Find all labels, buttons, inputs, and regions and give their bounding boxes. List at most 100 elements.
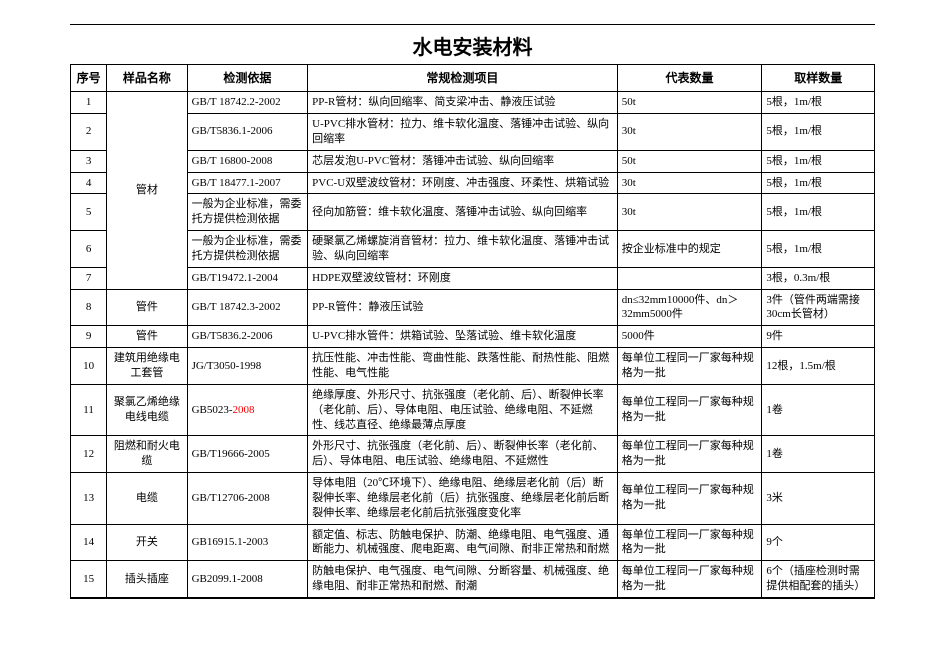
cell-quyang: 5根，1m/根 — [762, 92, 875, 114]
cell-daibiao: 每单位工程同一厂家每种规格为一批 — [617, 384, 762, 436]
cell-yiju: GB/T19666-2005 — [187, 436, 308, 473]
table-row: 1管材GB/T 18742.2-2002PP-R管材：纵向回缩率、简支梁冲击、静… — [71, 92, 875, 114]
cell-daibiao: 每单位工程同一厂家每种规格为一批 — [617, 524, 762, 561]
cell-xiangmu: 抗压性能、冲击性能、弯曲性能、跌落性能、耐热性能、阻燃性能、电气性能 — [308, 348, 618, 385]
cell-daibiao: 50t — [617, 92, 762, 114]
cell-xuhao: 12 — [71, 436, 107, 473]
cell-xuhao: 7 — [71, 267, 107, 289]
cell-yiju: JG/T3050-1998 — [187, 348, 308, 385]
cell-daibiao: 按企业标准中的规定 — [617, 231, 762, 268]
cell-xiangmu: U-PVC排水管材：拉力、维卡软化温度、落锤冲击试验、纵向回缩率 — [308, 114, 618, 151]
cell-yiju: GB/T 18477.1-2007 — [187, 172, 308, 194]
cell-xiangmu: 导体电阻（20℃环境下）、绝缘电阻、绝缘层老化前（后）断裂伸长率、绝缘层老化前（… — [308, 473, 618, 525]
cell-yiju: GB/T5836.2-2006 — [187, 326, 308, 348]
cell-daibiao: 50t — [617, 150, 762, 172]
header-quyang: 取样数量 — [762, 65, 875, 92]
cell-quyang: 3米 — [762, 473, 875, 525]
cell-xuhao: 3 — [71, 150, 107, 172]
table-row: 8管件GB/T 18742.3-2002PP-R管件：静液压试验dn≤32mm1… — [71, 289, 875, 326]
cell-name: 电缆 — [107, 473, 187, 525]
cell-xuhao: 4 — [71, 172, 107, 194]
table-row: 14开关GB16915.1-2003额定值、标志、防触电保护、防潮、绝缘电阻、电… — [71, 524, 875, 561]
cell-xuhao: 5 — [71, 194, 107, 231]
cell-xiangmu: PVC-U双壁波纹管材：环刚度、冲击强度、环柔性、烘箱试验 — [308, 172, 618, 194]
cell-xiangmu: 外形尺寸、抗张强度（老化前、后）、断裂伸长率（老化前、后）、导体电阻、电压试验、… — [308, 436, 618, 473]
cell-xiangmu: 防触电保护、电气强度、电气间隙、分断容量、机械强度、绝缘电阻、耐非正常热和耐燃、… — [308, 561, 618, 598]
cell-xuhao: 14 — [71, 524, 107, 561]
cell-xiangmu: U-PVC排水管件：烘箱试验、坠落试验、维卡软化温度 — [308, 326, 618, 348]
cell-xuhao: 9 — [71, 326, 107, 348]
table-row: 12阻燃和耐火电缆GB/T19666-2005外形尺寸、抗张强度（老化前、后）、… — [71, 436, 875, 473]
cell-daibiao: 每单位工程同一厂家每种规格为一批 — [617, 436, 762, 473]
cell-yiju: GB16915.1-2003 — [187, 524, 308, 561]
cell-xuhao: 8 — [71, 289, 107, 326]
cell-quyang: 9件 — [762, 326, 875, 348]
cell-quyang: 12根，1.5m/根 — [762, 348, 875, 385]
cell-name: 管件 — [107, 289, 187, 326]
cell-xiangmu: HDPE双壁波纹管材：环刚度 — [308, 267, 618, 289]
cell-daibiao: 30t — [617, 172, 762, 194]
cell-daibiao: 每单位工程同一厂家每种规格为一批 — [617, 348, 762, 385]
cell-name: 管材 — [107, 92, 187, 289]
header-name: 样品名称 — [107, 65, 187, 92]
cell-yiju: GB/T19472.1-2004 — [187, 267, 308, 289]
cell-daibiao: 每单位工程同一厂家每种规格为一批 — [617, 561, 762, 598]
cell-quyang: 6个（插座检测时需提供相配套的插头） — [762, 561, 875, 598]
cell-daibiao: dn≤32mm10000件、dn＞32mm5000件 — [617, 289, 762, 326]
cell-xuhao: 2 — [71, 114, 107, 151]
cell-daibiao: 30t — [617, 114, 762, 151]
cell-yiju: GB/T 18742.3-2002 — [187, 289, 308, 326]
cell-xuhao: 1 — [71, 92, 107, 114]
cell-quyang: 1卷 — [762, 436, 875, 473]
table-row: 13电缆GB/T12706-2008导体电阻（20℃环境下）、绝缘电阻、绝缘层老… — [71, 473, 875, 525]
cell-yiju: GB/T12706-2008 — [187, 473, 308, 525]
cell-daibiao — [617, 267, 762, 289]
header-row: 序号 样品名称 检测依据 常规检测项目 代表数量 取样数量 — [71, 65, 875, 92]
cell-quyang: 5根，1m/根 — [762, 194, 875, 231]
cell-xuhao: 10 — [71, 348, 107, 385]
cell-xuhao: 15 — [71, 561, 107, 598]
cell-xiangmu: 径向加筋管：维卡软化温度、落锤冲击试验、纵向回缩率 — [308, 194, 618, 231]
cell-yiju: GB5023-2008 — [187, 384, 308, 436]
table-row: 15插头插座GB2099.1-2008防触电保护、电气强度、电气间隙、分断容量、… — [71, 561, 875, 598]
header-daibiao: 代表数量 — [617, 65, 762, 92]
table-row: 7 GB/T19472.1-2004HDPE双壁波纹管材：环刚度 3根，0.3m/根 — [71, 267, 875, 289]
cell-xuhao: 13 — [71, 473, 107, 525]
table-row: 11聚氯乙烯绝缘电线电缆GB5023-2008绝缘厚度、外形尺寸、抗张强度（老化… — [71, 384, 875, 436]
cell-xiangmu: PP-R管材：纵向回缩率、简支梁冲击、静液压试验 — [308, 92, 618, 114]
cell-yiju: GB/T5836.1-2006 — [187, 114, 308, 151]
cell-name: 建筑用绝缘电工套管 — [107, 348, 187, 385]
header-yiju: 检测依据 — [187, 65, 308, 92]
cell-xiangmu: 绝缘厚度、外形尺寸、抗张强度（老化前、后）、断裂伸长率（老化前、后）、导体电阻、… — [308, 384, 618, 436]
cell-daibiao: 30t — [617, 194, 762, 231]
cell-quyang: 5根，1m/根 — [762, 150, 875, 172]
cell-quyang: 3件（管件两端需接30cm长管材） — [762, 289, 875, 326]
cell-xiangmu: 硬聚氯乙烯螺旋消音管材：拉力、维卡软化温度、落锤冲击试验、纵向回缩率 — [308, 231, 618, 268]
cell-yiju: GB/T 18742.2-2002 — [187, 92, 308, 114]
cell-quyang: 1卷 — [762, 384, 875, 436]
cell-name: 聚氯乙烯绝缘电线电缆 — [107, 384, 187, 436]
cell-xuhao: 6 — [71, 231, 107, 268]
cell-quyang: 5根，1m/根 — [762, 172, 875, 194]
table-row: 9管件GB/T5836.2-2006U-PVC排水管件：烘箱试验、坠落试验、维卡… — [71, 326, 875, 348]
cell-xiangmu: 芯层发泡U-PVC管材：落锤冲击试验、纵向回缩率 — [308, 150, 618, 172]
cell-quyang: 3根，0.3m/根 — [762, 267, 875, 289]
page-title: 水电安装材料 — [70, 25, 875, 64]
cell-yiju: GB2099.1-2008 — [187, 561, 308, 598]
header-xiangmu: 常规检测项目 — [308, 65, 618, 92]
header-xuhao: 序号 — [71, 65, 107, 92]
cell-xiangmu: PP-R管件：静液压试验 — [308, 289, 618, 326]
table-row: 4 GB/T 18477.1-2007PVC-U双壁波纹管材：环刚度、冲击强度、环… — [71, 172, 875, 194]
cell-quyang: 5根，1m/根 — [762, 231, 875, 268]
table-row: 6一般为企业标准，需委托方提供检测依据硬聚氯乙烯螺旋消音管材：拉力、维卡软化温度… — [71, 231, 875, 268]
cell-name: 管件 — [107, 326, 187, 348]
cell-yiju: 一般为企业标准，需委托方提供检测依据 — [187, 194, 308, 231]
cell-xiangmu: 额定值、标志、防触电保护、防潮、绝缘电阻、电气强度、通断能力、机械强度、爬电距离… — [308, 524, 618, 561]
cell-yiju: GB/T 16800-2008 — [187, 150, 308, 172]
cell-xuhao: 11 — [71, 384, 107, 436]
cell-name: 开关 — [107, 524, 187, 561]
cell-name: 阻燃和耐火电缆 — [107, 436, 187, 473]
table-row: 2 GB/T5836.1-2006U-PVC排水管材：拉力、维卡软化温度、落锤冲击… — [71, 114, 875, 151]
cell-name: 插头插座 — [107, 561, 187, 598]
cell-quyang: 9个 — [762, 524, 875, 561]
